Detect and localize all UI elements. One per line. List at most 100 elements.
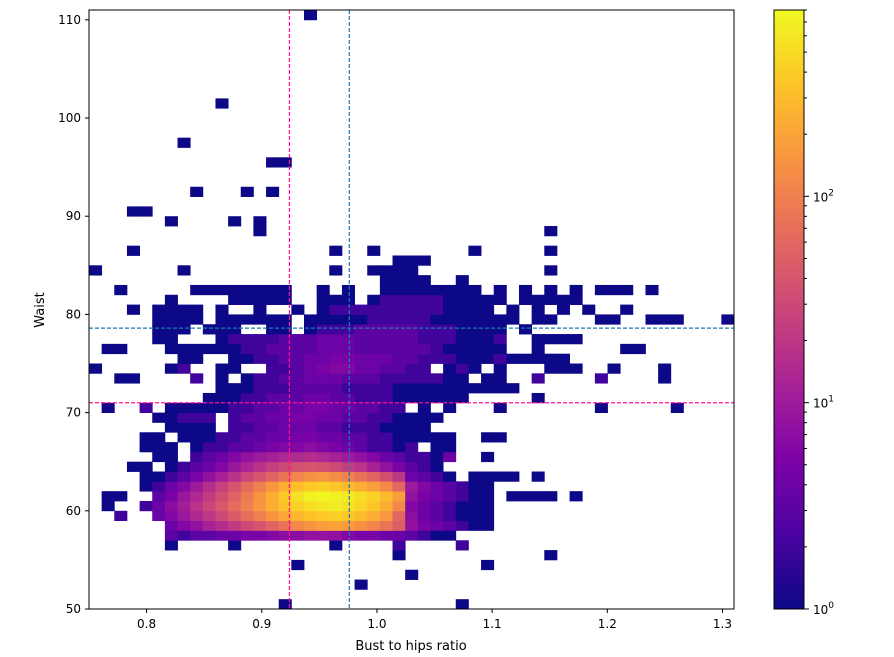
histogram-cell [430,510,444,522]
histogram-cell [367,471,381,482]
histogram-cell [354,510,368,522]
histogram-cell [367,324,381,335]
histogram-cell [430,442,444,453]
histogram-cell [430,471,444,482]
histogram-cell [215,284,229,296]
histogram-cell [240,491,254,502]
histogram-cell [329,422,343,433]
histogram-cell [443,304,457,315]
histogram-cell [544,226,558,237]
histogram-cell [481,500,495,512]
colorbar [773,9,805,610]
plot-frame [88,9,735,610]
histogram-cell [367,432,381,443]
histogram-cell [266,343,280,355]
histogram-cell [89,265,103,276]
histogram-cell [354,500,368,512]
histogram-cell [341,461,355,472]
histogram-cell [291,353,305,364]
histogram-cell [228,451,242,463]
histogram-cell [354,353,368,364]
histogram-cell [392,550,406,561]
histogram-cell [481,520,495,531]
histogram-cell [430,481,444,492]
histogram-cell [443,442,457,453]
histogram-cell [291,451,305,463]
histogram-cell [367,363,381,374]
histogram-cell [443,451,457,463]
histogram-cell [468,294,482,305]
histogram-cell [139,442,153,453]
histogram-cell [164,510,178,522]
histogram-cell [164,520,178,531]
histogram-cell [455,540,469,551]
histogram-cell [481,304,495,315]
histogram-cell [139,206,153,217]
histogram-cell [240,284,254,296]
histogram-cell [266,520,280,531]
histogram-cell [228,216,242,227]
histogram-cell [481,559,495,571]
histogram-cell [202,451,216,463]
histogram-cell [341,520,355,531]
histogram-cell [304,471,318,482]
colorbar-ticks: 100 101 102 [804,9,834,617]
histogram-cell [316,491,330,502]
histogram-cell [455,599,469,609]
histogram-cell [228,383,242,394]
histogram-cell [443,402,457,414]
histogram-cell [417,304,431,315]
histogram-cell [139,402,153,414]
histogram-cell [202,343,216,355]
histogram-cell [417,314,431,325]
histogram-cell [228,500,242,512]
histogram-cell [164,471,178,482]
histogram-cell [126,245,140,256]
histogram-cell [392,500,406,512]
histogram-cell [215,432,229,443]
histogram-cell [367,373,381,384]
histogram-cell [556,363,570,374]
histogram-cell [392,461,406,472]
histogram-cell [215,343,229,355]
histogram-cell [544,314,558,325]
histogram-cell [354,324,368,335]
histogram-cell [304,461,318,472]
histogram-cell [468,491,482,502]
histogram-cell [164,216,178,227]
x-tick-label: 0.9 [252,617,271,631]
histogram-cell [468,304,482,315]
histogram-cell [556,304,570,315]
histogram-cell [190,412,204,423]
histogram-cell [430,314,444,325]
histogram-cell [405,471,419,482]
colorbar-tick-label: 102 [813,188,834,204]
histogram-cell [291,304,305,315]
histogram-cell [354,432,368,443]
histogram-cell [443,324,457,335]
histogram-cell [379,500,393,512]
histogram-cell [329,265,343,276]
histogram-cell [114,284,128,296]
histogram-cell [430,412,444,423]
histogram-cell [253,412,267,423]
histogram-cell [417,481,431,492]
histogram-cell [202,324,216,335]
histogram-cell [253,294,267,305]
histogram-cell [417,520,431,531]
histogram-cell [126,373,140,384]
histogram-cell [531,491,545,502]
histogram-cell [266,422,280,433]
histogram-cell [367,294,381,305]
histogram-cell [405,412,419,423]
histogram-cell [493,353,507,364]
histogram-cell [379,491,393,502]
histogram-cell [607,363,621,374]
histogram-cell [329,334,343,345]
histogram-cell [291,334,305,345]
histogram-cell [379,334,393,345]
histogram-cell [278,510,292,522]
histogram-cell [443,500,457,512]
histogram-cell [253,373,267,384]
histogram-cell [139,432,153,443]
